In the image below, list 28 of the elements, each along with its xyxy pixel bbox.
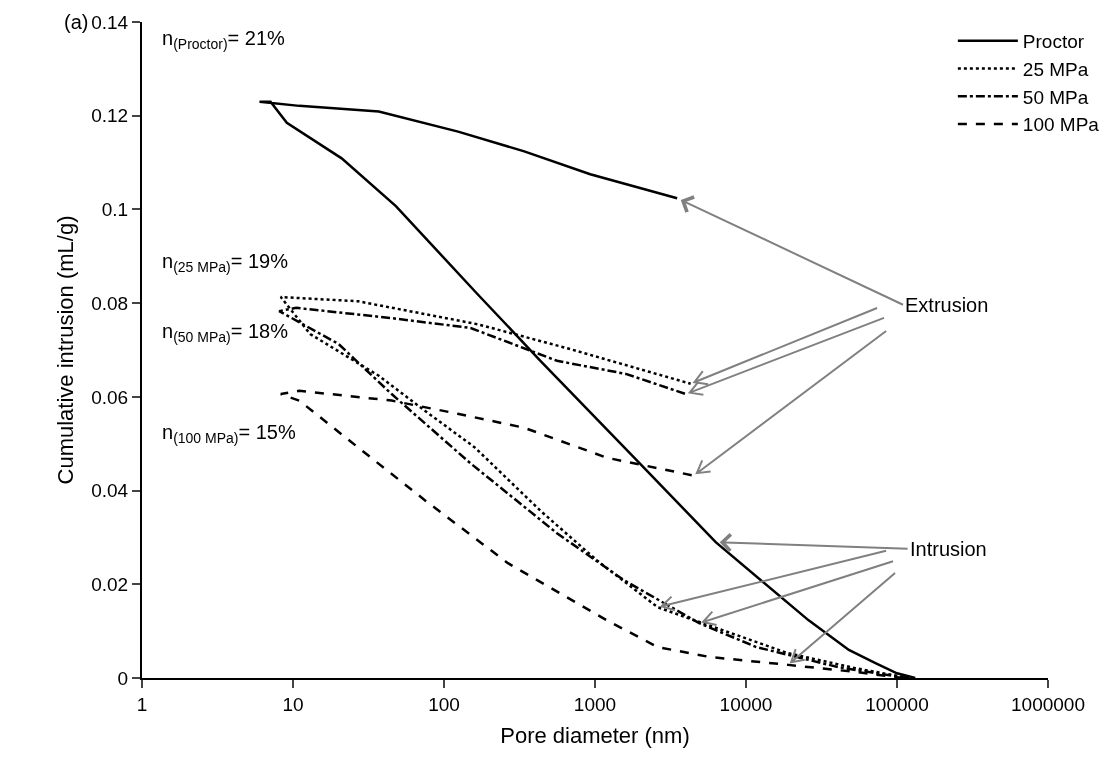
y-tick-label: 0.12 <box>91 105 129 127</box>
y-tick-label: 0.06 <box>91 386 129 408</box>
annotation: n$_{(100 MPa)}$= 15% <box>162 421 296 447</box>
annotation: n$_{(50 MPa)}$= 18% <box>162 320 289 346</box>
x-tick-label: 1000 <box>573 693 617 715</box>
y-tick-label: 0.04 <box>91 480 129 502</box>
y-tick-label: 0.08 <box>91 292 129 314</box>
y-tick-label: 0.14 <box>91 11 129 33</box>
legend-label: 100 MPa <box>1022 114 1100 136</box>
y-tick-label: 0.1 <box>101 199 129 221</box>
x-axis-title: Pore diameter (nm) <box>500 723 690 749</box>
x-tick-label: 10000 <box>719 693 773 715</box>
legend-label: Proctor <box>1022 31 1085 53</box>
annotation: Intrusion <box>910 538 987 560</box>
x-tick-label: 100 <box>428 693 460 715</box>
x-tick-label: 1 <box>136 693 148 715</box>
legend-label: 25 MPa <box>1022 58 1089 80</box>
x-tick-label: 100000 <box>865 693 929 715</box>
annotation: Extrusion <box>905 294 989 316</box>
x-tick-label: 1000000 <box>1011 693 1085 715</box>
x-tick-label: 10 <box>282 693 304 715</box>
annotation: n$_{(25 MPa)}$= 19% <box>162 250 289 276</box>
annotation: n$_{(Proctor)}$= 21% <box>162 27 286 53</box>
y-axis-title: Cumulative intrusion (mL/g) <box>52 215 78 485</box>
y-tick-label: 0.02 <box>91 573 129 595</box>
y-tick-label: 0 <box>117 667 129 689</box>
text: (a) <box>64 11 89 33</box>
legend-label: 50 MPa <box>1022 86 1089 108</box>
